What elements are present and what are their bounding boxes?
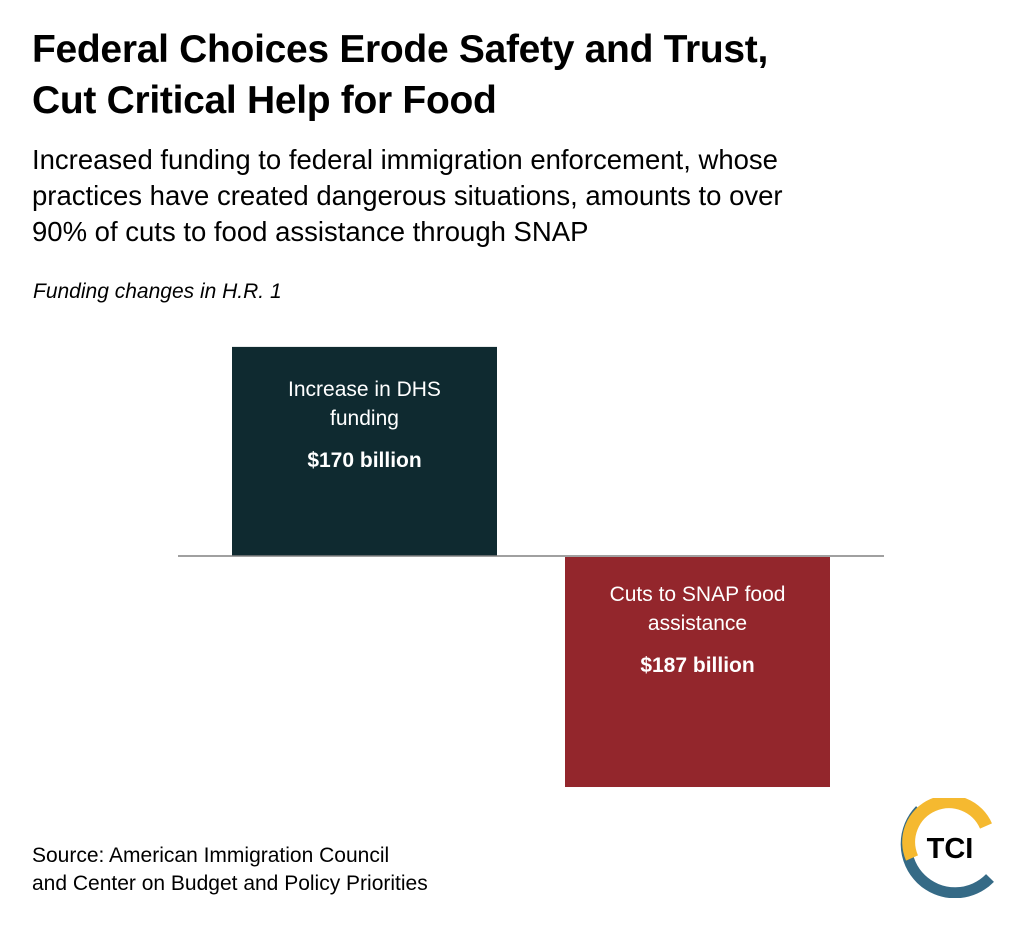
source-line: Source: American Immigration Council: [32, 844, 390, 867]
source-line: and Center on Budget and Policy Prioriti…: [32, 872, 428, 895]
logo-text: TCI: [927, 833, 974, 865]
bar-label-line: Increase in DHS: [288, 377, 441, 401]
bar-value-label: $170 billion: [307, 448, 422, 472]
chart-subtitle: Increased funding to federal immigration…: [32, 142, 783, 250]
bar-label-line: assistance: [647, 612, 748, 635]
title-line: Federal Choices Erode Safety and Trust,: [32, 28, 769, 71]
title-line: Cut Critical Help for Food: [32, 79, 497, 122]
bar-snap-cut: [565, 557, 830, 788]
source-note: Source: American Immigration Council and…: [32, 842, 428, 898]
subtitle-line: practices have created dangerous situati…: [32, 180, 783, 211]
bar-label-line: Cuts to SNAP food: [609, 583, 786, 606]
chart-note: Funding changes in H.R. 1: [33, 280, 282, 303]
bar-label-line: funding: [330, 406, 399, 430]
chart-title: Federal Choices Erode Safety and Trust, …: [32, 24, 768, 126]
tci-logo: TCI: [900, 798, 994, 898]
subtitle-line: 90% of cuts to food assistance through S…: [32, 216, 589, 247]
bar-dhs-increase: [232, 346, 497, 556]
bar-label-snap: Cuts to SNAP food assistance $187 billio…: [565, 580, 830, 680]
bar-label-dhs: Increase in DHS funding $170 billion: [232, 375, 497, 475]
bar-value-label: $187 billion: [640, 654, 755, 677]
subtitle-line: Increased funding to federal immigration…: [32, 144, 778, 175]
